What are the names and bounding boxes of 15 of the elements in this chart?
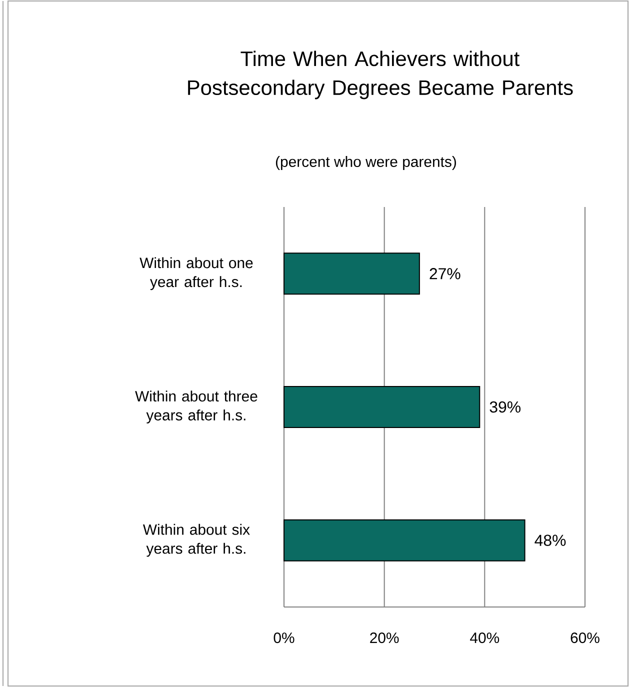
chart-subtitle: (percent who were parents)	[276, 156, 456, 170]
x-tick-label: 40%	[470, 632, 500, 644]
chart-title: Time When Achievers without Postsecondary Degrees Became Parents	[188, 50, 573, 100]
y-tick-label: Within about six years after h.s.	[142, 524, 250, 557]
y-tick-label: Within about three years after h.s.	[135, 390, 258, 424]
x-tick-label: 20%	[370, 632, 399, 644]
bar	[283, 386, 480, 428]
bar	[283, 252, 420, 295]
data-label: 39%	[490, 401, 520, 413]
data-label: 48%	[534, 534, 566, 546]
bar	[283, 519, 526, 562]
y-tick-label: Within about one year after h.s.	[140, 257, 253, 290]
x-tick-label: 60%	[570, 632, 600, 644]
x-tick-label: 0%	[274, 632, 294, 644]
data-label: 27%	[430, 268, 460, 280]
